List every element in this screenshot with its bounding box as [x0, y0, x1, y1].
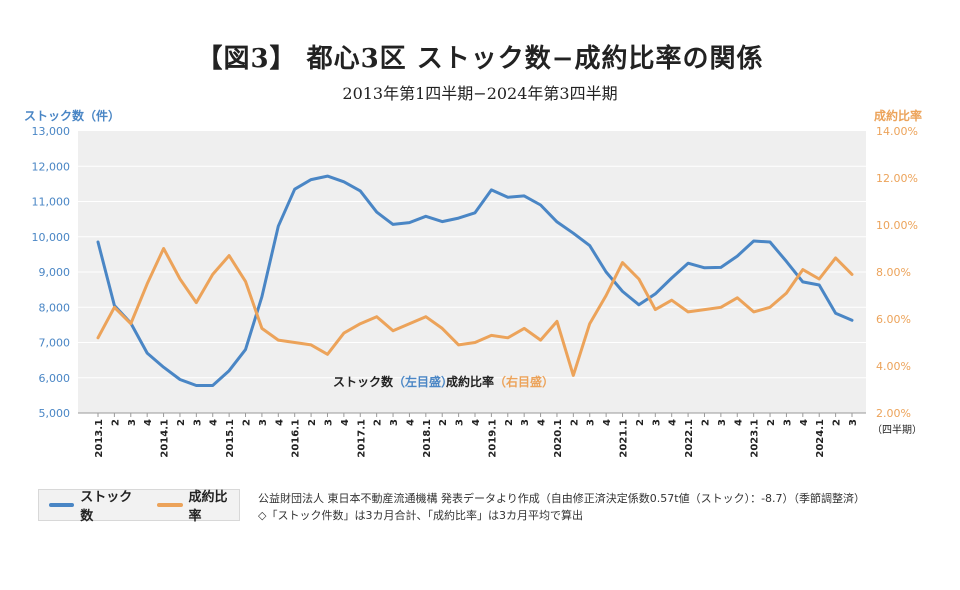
left-tick-label: 12,000 [32, 160, 71, 173]
chart-title: 【図3】 都心3区 ストック数−成約比率の関係 [196, 44, 764, 74]
x-tick-label: 4 [537, 419, 548, 426]
left-tick-label: 10,000 [32, 231, 71, 244]
x-tick-label: 2 [110, 419, 121, 426]
series-line-stock [96, 174, 854, 387]
x-tick-label: 3 [192, 419, 203, 426]
x-tick-label: 2 [700, 419, 711, 426]
x-tick-label: 2020.1 [553, 419, 564, 458]
x-tick-label: 2 [504, 419, 515, 426]
right-tick-label: 14.00% [876, 125, 918, 138]
right-tick-label: 8.00% [876, 266, 911, 279]
x-tick-label: 2014.1 [160, 419, 171, 458]
right-axis-title: 成約比率 [874, 108, 922, 123]
x-tick-label: 2 [635, 419, 646, 426]
left-tick-label: 9,000 [39, 266, 71, 279]
x-tick-label: 3 [455, 419, 466, 426]
x-tick-label: 4 [405, 419, 416, 426]
x-tick-label: 4 [602, 419, 613, 426]
x-tick-label: 2 [373, 419, 384, 426]
annotation-stock-axis-note: （左目盛） [393, 374, 453, 389]
x-tick-label: 2015.1 [225, 419, 236, 458]
x-tick-label: 3 [389, 419, 400, 426]
x-tick-label: 3 [717, 419, 728, 426]
right-tick-label: 6.00% [876, 313, 911, 326]
right-tick-label: 12.00% [876, 172, 918, 185]
x-tick-label: 4 [274, 419, 285, 426]
legend-item-ratio: 成約比率 [157, 486, 239, 524]
x-tick-label: 2 [766, 419, 777, 426]
x-tick-label: 3 [323, 419, 334, 426]
x-tick-label: 2013.1 [94, 419, 105, 458]
calculation-note: ◇「ストック件数」は3カ月合計、「成約比率」は3カ月平均で算出 [258, 509, 583, 522]
x-tick-label: 4 [799, 419, 810, 426]
series-line-ratio [96, 247, 854, 377]
x-tick-label: 3 [782, 419, 793, 426]
x-tick-label: 2018.1 [422, 419, 433, 458]
x-tick-label: 2017.1 [356, 419, 367, 458]
x-tick-label: 2016.1 [291, 419, 302, 458]
source-note: 公益財団法人 東日本不動産流通機構 発表データより作成（自由修正済決定係数0.5… [258, 492, 866, 505]
x-tick-label: 2023.1 [750, 419, 761, 458]
x-unit-label: （四半期） [872, 423, 922, 436]
right-tick-label: 2.00% [876, 407, 911, 420]
x-tick-label: 4 [668, 419, 679, 426]
annotation-ratio-axis-note: （右目盛） [494, 374, 554, 389]
annotation-stock: ストック数（左目盛） [333, 374, 453, 389]
x-tick-label: 2021.1 [619, 419, 630, 458]
x-tick-label: 2 [176, 419, 187, 426]
x-tick-label: 2024.1 [815, 419, 826, 458]
x-tick-label: 4 [340, 419, 351, 426]
x-tick-label: 2 [242, 419, 253, 426]
annotation-ratio: 成約比率（右目盛） [446, 374, 554, 389]
x-tick-label: 4 [209, 419, 220, 426]
left-tick-label: 8,000 [39, 301, 71, 314]
legend: ストック数 成約比率 [38, 486, 240, 524]
right-tick-label: 4.00% [876, 360, 911, 373]
legend-label-ratio: 成約比率 [188, 490, 228, 524]
left-tick-label: 7,000 [39, 337, 71, 350]
x-tick-label: 3 [520, 419, 531, 426]
legend-swatch-ratio [157, 503, 183, 507]
x-tick-label: 2022.1 [684, 419, 695, 458]
x-tick-label: 2019.1 [487, 419, 498, 458]
x-tick-label: 3 [127, 419, 138, 426]
annotation-ratio-text: 成約比率 [446, 374, 494, 389]
x-tick-label: 3 [848, 419, 859, 426]
x-tick-label: 4 [733, 419, 744, 426]
x-tick-label: 2 [307, 419, 318, 426]
right-tick-label: 10.00% [876, 219, 918, 232]
x-tick-label: 3 [586, 419, 597, 426]
x-tick-label: 4 [143, 419, 154, 426]
left-tick-label: 11,000 [32, 196, 71, 209]
left-tick-label: 6,000 [39, 372, 71, 385]
x-tick-label: 2 [569, 419, 580, 426]
legend-label-stock: ストック数 [80, 490, 133, 524]
source-notes: 公益財団法人 東日本不動産流通機構 発表データより作成（自由修正済決定係数0.5… [258, 490, 865, 524]
x-tick-label: 2 [832, 419, 843, 426]
x-tick-label: 3 [258, 419, 269, 426]
annotation-stock-text: ストック数 [333, 374, 394, 389]
x-tick-label: 4 [471, 419, 482, 426]
x-tick-label: 2 [438, 419, 449, 426]
left-tick-label: 5,000 [39, 407, 71, 420]
legend-swatch-stock [49, 503, 75, 507]
left-axis-title: ストック数（件） [24, 108, 120, 123]
legend-item-stock: ストック数 [49, 486, 143, 524]
x-tick-label: 3 [651, 419, 662, 426]
left-tick-label: 13,000 [32, 125, 71, 138]
chart-subtitle: 2013年第1四半期−2024年第3四半期 [342, 84, 618, 103]
